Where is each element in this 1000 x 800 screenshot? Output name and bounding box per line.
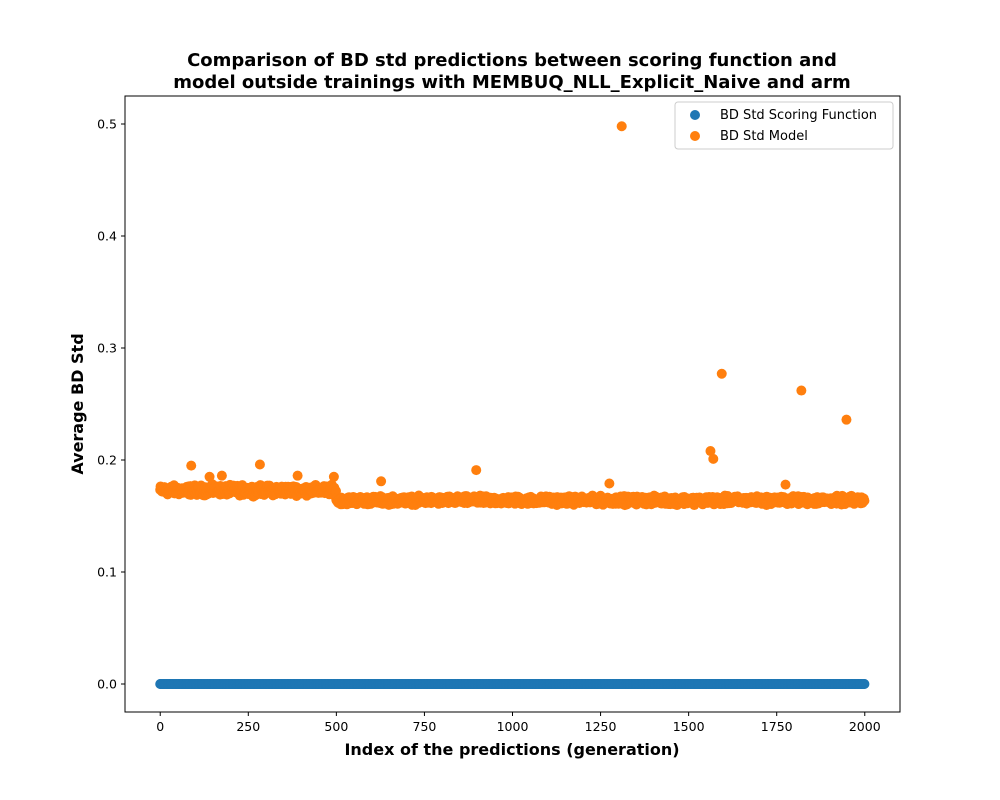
- point-model: [254, 459, 265, 470]
- point-model: [780, 479, 791, 490]
- plot-area: [124, 95, 901, 713]
- point-model: [376, 476, 387, 487]
- x-tick-label: 0: [156, 719, 164, 734]
- point-model: [859, 495, 870, 506]
- chart-title-line-2: model outside trainings with MEMBUQ_NLL_…: [173, 72, 850, 93]
- point-model: [292, 470, 303, 481]
- x-axis-label: Index of the predictions (generation): [344, 740, 679, 759]
- plot-frame: [124, 95, 901, 713]
- point-model: [471, 465, 482, 476]
- point-model: [186, 460, 197, 471]
- y-tick-label: 0.1: [97, 565, 117, 580]
- x-tick-label: 1000: [497, 719, 529, 734]
- x-tick-label: 2000: [849, 719, 881, 734]
- point-model: [708, 453, 719, 464]
- legend-label-model: BD Std Model: [720, 129, 808, 144]
- y-tick-label: 0.0: [97, 677, 117, 692]
- chart-title-line-1: Comparison of BD std predictions between…: [187, 50, 837, 71]
- point-model: [216, 470, 227, 481]
- y-tick-label: 0.5: [97, 117, 117, 132]
- point-model: [328, 471, 339, 482]
- legend-label-scoring-function: BD Std Scoring Function: [720, 108, 877, 123]
- x-tick-label: 500: [324, 719, 348, 734]
- y-tick-label: 0.4: [97, 229, 117, 244]
- x-tick-label: 250: [236, 719, 260, 734]
- legend: BD Std Scoring Function BD Std Model: [674, 101, 894, 150]
- series-scoring-function: [155, 679, 870, 689]
- x-tick-label: 1500: [673, 719, 705, 734]
- point-model: [604, 478, 615, 489]
- x-tick-label: 1750: [761, 719, 793, 734]
- x-tick-label: 1250: [585, 719, 617, 734]
- point-model: [841, 414, 852, 425]
- y-tick-label: 0.2: [97, 453, 117, 468]
- x-tick-label: 750: [413, 719, 437, 734]
- point-model: [796, 385, 807, 396]
- point-model: [616, 121, 627, 132]
- y-axis-label: Average BD Std: [68, 333, 87, 474]
- legend-marker-scoring-function: [690, 110, 700, 120]
- y-tick-label: 0.3: [97, 341, 117, 356]
- point-scoring-function: [859, 679, 870, 689]
- point-model: [716, 368, 727, 379]
- legend-marker-model: [690, 131, 700, 141]
